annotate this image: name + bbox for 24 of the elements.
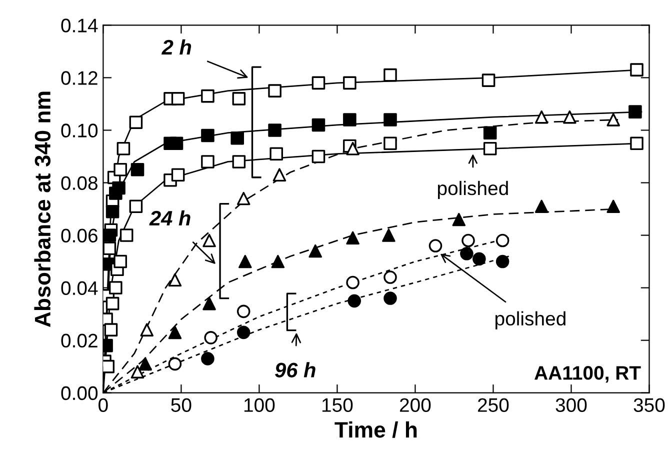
annotation: 24 h (149, 210, 190, 226)
annotation: polished (438, 180, 508, 200)
x-axis-title: Time / h (334, 421, 417, 438)
annotation: 96 h (275, 362, 316, 378)
x-tick-label: 100 (244, 398, 275, 412)
y-tick-label: 0.04 (61, 281, 98, 296)
annotation: polished (495, 311, 566, 330)
y-tick-label: 0.06 (61, 228, 98, 242)
y-tick-label: 0.02 (61, 334, 98, 348)
y-tick-label: 0.10 (61, 124, 98, 138)
x-tick-label: 300 (556, 398, 587, 412)
y-tick-label: 0.00 (61, 386, 98, 400)
x-tick-label: 350 (634, 398, 665, 412)
y-tick-label: 0.12 (61, 71, 98, 85)
x-tick-label: 250 (478, 398, 509, 412)
x-tick-label: 150 (322, 398, 353, 412)
y-tick-label: 0.14 (61, 18, 98, 32)
y-tick-label: 0.08 (61, 176, 98, 190)
annotation: AA1100, RT (534, 366, 641, 383)
x-tick-label: 0 (98, 398, 108, 412)
annotation: 2 h (162, 39, 192, 54)
x-tick-label: 200 (400, 398, 431, 412)
y-axis-title: Absorbance at 340 nm (34, 92, 51, 327)
x-tick-label: 50 (171, 398, 192, 412)
